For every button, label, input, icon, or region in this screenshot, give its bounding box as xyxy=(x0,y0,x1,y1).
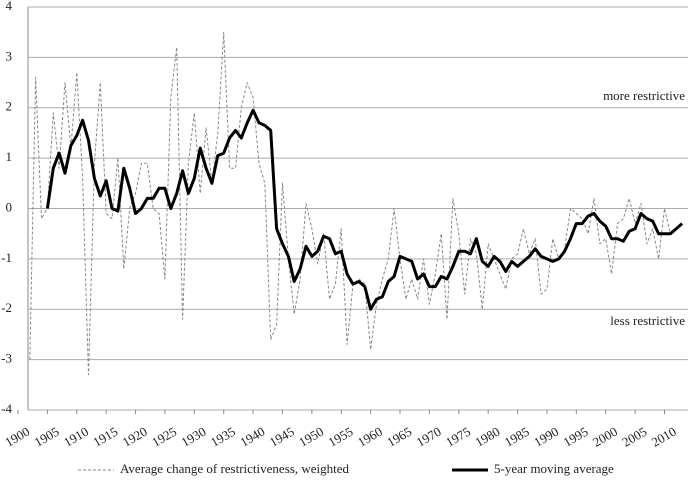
x-tick-label: 1955 xyxy=(325,424,355,450)
x-tick-label: 2010 xyxy=(649,424,679,450)
y-tick-label: 3 xyxy=(6,48,13,63)
x-tick-label: 1975 xyxy=(443,424,473,450)
x-tick-label: 2000 xyxy=(590,424,620,450)
x-tick-label: 1960 xyxy=(355,424,385,450)
legend-label: Average change of restrictiveness, weigh… xyxy=(120,461,349,476)
y-tick-label: -4 xyxy=(1,401,12,416)
series-line xyxy=(45,108,684,311)
x-tick-label: 1945 xyxy=(267,424,297,450)
x-tick-label: 1930 xyxy=(179,424,209,450)
x-tick-label: 2005 xyxy=(619,424,649,450)
x-tick-label: 1940 xyxy=(237,424,267,450)
annotation: less restrictive xyxy=(610,313,685,328)
annotation: more restrictive xyxy=(603,88,685,103)
y-tick-label: -1 xyxy=(1,250,12,265)
y-tick-label: -3 xyxy=(1,351,12,366)
x-tick-label: 1965 xyxy=(384,424,414,450)
y-tick-label: -2 xyxy=(1,300,12,315)
y-tick-label: 1 xyxy=(6,149,13,164)
x-tick-label: 1985 xyxy=(502,424,532,450)
y-tick-label: 2 xyxy=(6,99,13,114)
x-tick-label: 1910 xyxy=(61,424,91,450)
x-tick-label: 1995 xyxy=(561,424,591,450)
x-tick-label: 1915 xyxy=(90,424,120,450)
y-tick-label: 0 xyxy=(6,199,13,214)
x-tick-label: 1900 xyxy=(2,424,32,450)
series-line xyxy=(29,31,683,376)
x-tick-label: 1935 xyxy=(208,424,238,450)
x-tick-label: 1920 xyxy=(120,424,150,450)
y-tick-label: 4 xyxy=(6,0,13,13)
x-tick-label: 1970 xyxy=(414,424,444,450)
legend-label: 5-year moving average xyxy=(494,461,614,476)
x-tick-label: 1980 xyxy=(472,424,502,450)
x-tick-label: 1950 xyxy=(296,424,326,450)
x-tick-label: 1905 xyxy=(32,424,62,450)
x-tick-label: 1925 xyxy=(149,424,179,450)
x-tick-label: 1990 xyxy=(531,424,561,450)
